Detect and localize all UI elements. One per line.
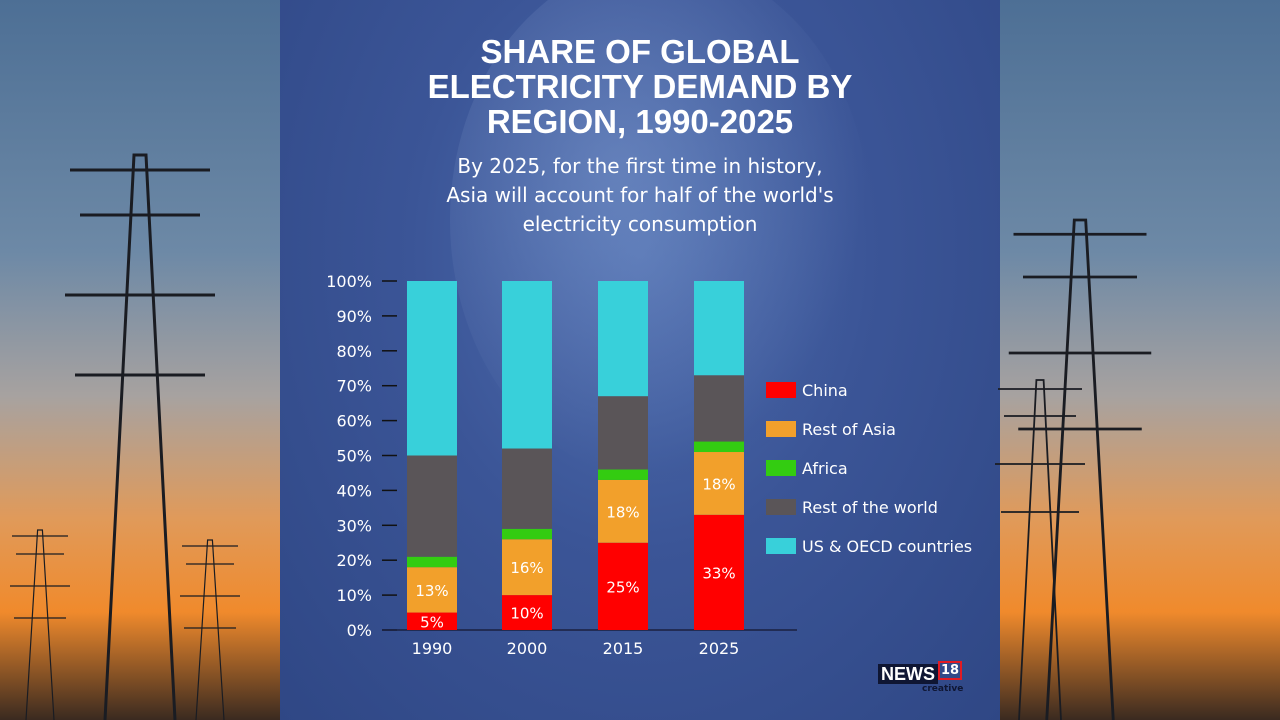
y-tick-label: 80%	[336, 342, 372, 361]
bar-segment	[407, 612, 457, 630]
y-tick-label: 60%	[336, 412, 372, 431]
legend-label: Africa	[802, 459, 848, 478]
logo-number: 18	[938, 661, 963, 680]
bar-segment	[694, 281, 744, 376]
bar-segment	[598, 469, 648, 480]
legend-label: China	[802, 381, 848, 400]
pylon-silhouette	[65, 153, 215, 720]
bar-segment	[694, 514, 744, 630]
pylon-silhouette	[995, 379, 1085, 720]
bar-segment	[407, 455, 457, 557]
pylon-silhouette	[180, 539, 240, 720]
bar-segment	[694, 452, 744, 515]
subtitle-line: Asia will account for half of the world'…	[446, 183, 834, 207]
bar-segment	[502, 528, 552, 540]
pylon-silhouette	[1008, 218, 1152, 720]
x-tick-label: 2000	[507, 639, 548, 658]
bar-segment	[598, 542, 648, 630]
y-tick-label: 30%	[336, 516, 372, 535]
pylon-silhouette	[10, 529, 70, 720]
logo-text: NEWS	[878, 664, 938, 684]
y-tick-label: 40%	[336, 481, 372, 500]
subtitle-line: electricity consumption	[522, 212, 758, 236]
bar-segment	[502, 595, 552, 630]
y-tick-label: 0%	[347, 621, 372, 640]
legend-label: Rest of Asia	[802, 420, 896, 439]
data-label: 18%	[606, 503, 639, 521]
data-label: 33%	[702, 564, 735, 582]
bar-segment	[407, 281, 457, 456]
title-line: ELECTRICITY DEMAND BY	[427, 68, 853, 105]
y-tick-label: 100%	[326, 272, 372, 291]
legend-label: US & OECD countries	[802, 537, 972, 556]
chart-title: SHARE OF GLOBAL ELECTRICITY DEMAND BY RE…	[280, 34, 1000, 139]
y-tick-label: 90%	[336, 307, 372, 326]
legend-swatch	[766, 421, 796, 437]
legend-swatch	[766, 499, 796, 515]
bar-segment	[502, 281, 552, 449]
legend-label: Rest of the world	[802, 498, 938, 517]
data-label: 16%	[510, 559, 543, 577]
y-tick-label: 20%	[336, 551, 372, 570]
legend-swatch	[766, 460, 796, 476]
title-line: REGION, 1990-2025	[486, 103, 794, 140]
bar-segment	[598, 396, 648, 470]
x-tick-label: 2015	[603, 639, 644, 658]
data-label: 18%	[702, 475, 735, 493]
bar-segment	[502, 539, 552, 596]
data-label: 5%	[420, 613, 444, 631]
legend-swatch	[766, 538, 796, 554]
title-line: SHARE OF GLOBAL	[480, 33, 800, 70]
y-tick-label: 10%	[336, 586, 372, 605]
data-label: 25%	[606, 578, 639, 596]
x-tick-label: 2025	[699, 639, 740, 658]
bar-segment	[598, 281, 648, 397]
chart-subtitle: By 2025, for the first time in history, …	[280, 152, 1000, 239]
y-tick-label: 70%	[336, 377, 372, 396]
data-label: 10%	[510, 605, 543, 623]
y-tick-label: 50%	[336, 447, 372, 466]
power-pylons-photo-right	[1000, 0, 1280, 720]
subtitle-line: By 2025, for the first time in history,	[457, 154, 823, 178]
bar-segment	[694, 441, 744, 453]
bar-segment	[407, 556, 457, 568]
legend-swatch	[766, 382, 796, 398]
bar-segment	[407, 567, 457, 613]
logo-sub: creative	[922, 684, 964, 694]
bar-segment	[502, 448, 552, 529]
news18-logo: NEWS 18 creative	[878, 661, 963, 694]
data-label: 13%	[415, 582, 448, 600]
x-tick-label: 1990	[412, 639, 453, 658]
bar-segment	[694, 375, 744, 442]
bar-segment	[598, 479, 648, 543]
